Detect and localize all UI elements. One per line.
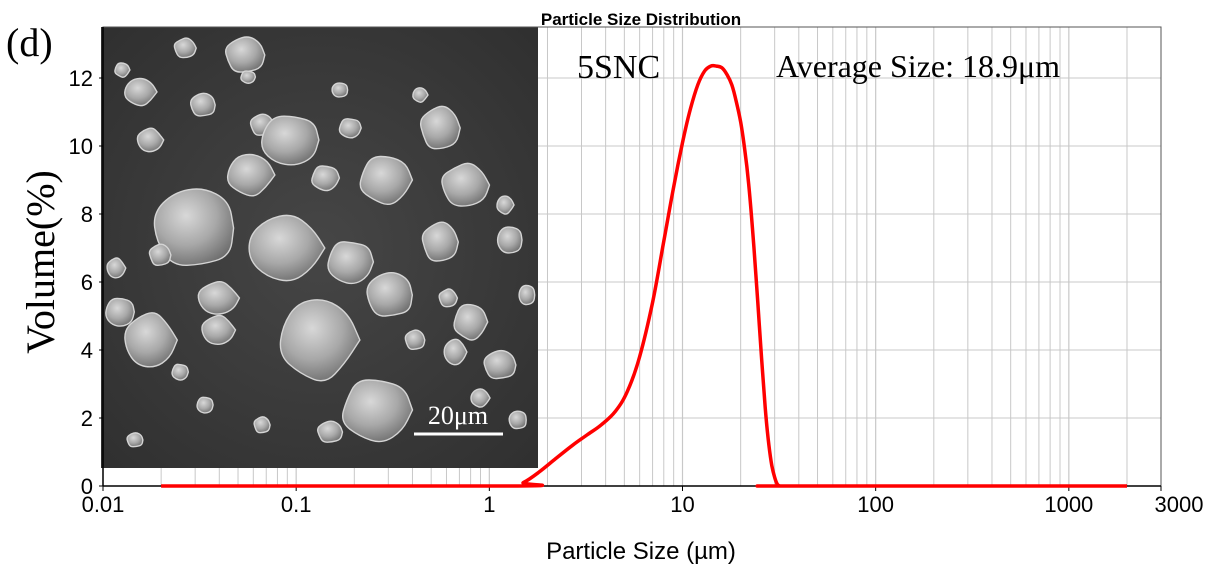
sem-particle: [171, 363, 190, 381]
sem-particle: [279, 299, 361, 382]
x-tick-label: 1: [483, 492, 495, 517]
sample-label: 5SNC: [577, 49, 660, 86]
x-tick-label: 3000: [1155, 492, 1204, 517]
sem-particle: [136, 127, 165, 153]
y-tick-label: 4: [81, 338, 93, 363]
sem-particle: [441, 162, 491, 207]
sem-particle: [508, 410, 527, 430]
series-5snc-line: [161, 63, 1127, 488]
y-tick-label: 2: [81, 406, 93, 431]
sem-particle: [359, 155, 414, 206]
sem-particle: [496, 226, 523, 254]
sem-particle: [201, 314, 237, 345]
sem-particle: [148, 243, 172, 266]
sem-particle: [253, 416, 271, 434]
chart-title: Particle Size Distribution: [541, 10, 741, 29]
sem-particle: [443, 338, 468, 366]
sem-particle: [338, 118, 362, 139]
x-tick-label: 0.01: [82, 492, 125, 517]
sem-particle: [311, 165, 341, 192]
y-tick-label: 8: [81, 202, 93, 227]
distribution-curve-group: [161, 63, 1127, 488]
y-tick-label: 10: [69, 134, 93, 159]
sem-inset-image: 20μm: [101, 27, 538, 468]
sem-particle: [106, 257, 127, 279]
particle-cluster: [105, 36, 536, 448]
x-tick-label: 100: [857, 492, 894, 517]
sem-particle: [327, 241, 375, 285]
sem-particle: [438, 288, 459, 308]
sem-particle: [261, 115, 320, 166]
sem-particle: [316, 420, 344, 443]
x-tick-label: 1000: [1044, 492, 1093, 517]
sem-particle: [453, 303, 489, 341]
sem-particle: [412, 87, 429, 103]
sem-particle: [483, 349, 517, 380]
x-axis-label: Particle Size (µm): [546, 538, 736, 565]
sem-particle: [225, 36, 266, 73]
sem-particle: [248, 214, 326, 282]
sem-particle: [240, 70, 257, 84]
sem-particle: [419, 105, 461, 150]
sem-particle: [421, 221, 460, 262]
sem-particle: [196, 396, 214, 414]
sem-particle: [341, 379, 414, 443]
sem-particle: [124, 77, 158, 107]
sem-particle: [153, 188, 235, 267]
y-tick-label: 12: [69, 66, 93, 91]
sem-particle: [331, 82, 349, 98]
x-tick-label: 10: [670, 492, 694, 517]
sem-particle: [496, 195, 515, 215]
y-tick-label: 0: [81, 474, 93, 499]
sem-particle: [366, 272, 414, 317]
sem-particle: [124, 312, 179, 368]
sem-particle: [114, 62, 131, 78]
scale-bar-label: 20μm: [428, 401, 488, 430]
panel-label: (d): [6, 20, 53, 65]
sem-particle: [173, 37, 197, 59]
sem-particle: [197, 280, 241, 315]
sem-particle: [470, 388, 491, 408]
y-tick-label: 6: [81, 270, 93, 295]
x-tick-label: 0.1: [281, 492, 312, 517]
sem-particle: [189, 92, 216, 117]
sem-particle: [105, 297, 136, 327]
sem-particle: [518, 284, 536, 306]
average-size-label: Average Size: 18.9μm: [776, 48, 1060, 84]
tick-labels: 0 2 4 6 8 10 12 0.01 0.1 1 10 100 1000 3000: [69, 66, 1204, 517]
y-axis-label: Volume(%): [18, 170, 63, 354]
sem-particle: [404, 329, 426, 351]
sem-particle: [126, 432, 144, 448]
sem-particle: [226, 153, 276, 197]
